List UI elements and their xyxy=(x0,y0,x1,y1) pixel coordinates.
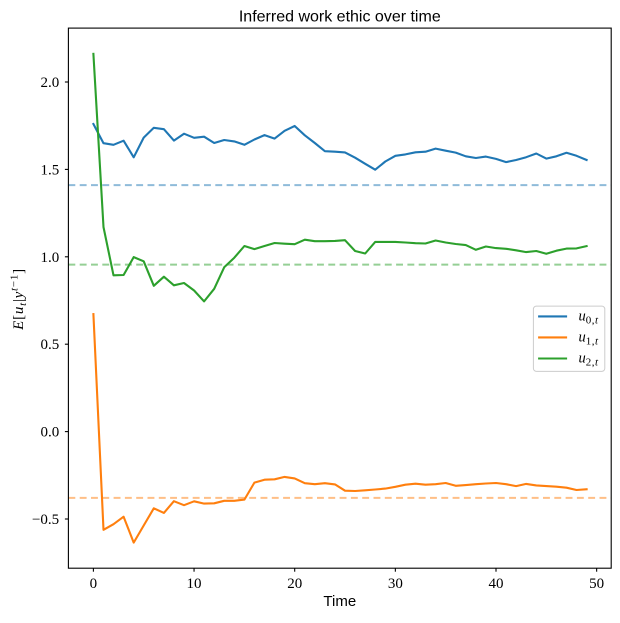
svg-text:50: 50 xyxy=(589,576,604,592)
svg-text:40: 40 xyxy=(489,576,504,592)
svg-text:u0,t: u0,t xyxy=(579,309,600,327)
svg-text:Time: Time xyxy=(323,593,356,610)
svg-text:0: 0 xyxy=(90,576,98,592)
svg-text:0.0: 0.0 xyxy=(40,425,59,441)
svg-text:−0.5: −0.5 xyxy=(32,512,59,528)
svg-text:u1,t: u1,t xyxy=(579,330,600,348)
svg-text:u2,t: u2,t xyxy=(579,351,600,369)
svg-text:2.0: 2.0 xyxy=(40,75,59,91)
svg-text:10: 10 xyxy=(187,576,202,592)
svg-text:E[ut|yt−1]: E[ut|yt−1] xyxy=(9,268,30,331)
svg-text:Inferred work ethic over time: Inferred work ethic over time xyxy=(239,9,441,26)
svg-text:0.5: 0.5 xyxy=(40,337,59,353)
svg-text:20: 20 xyxy=(287,576,302,592)
svg-text:1.0: 1.0 xyxy=(40,250,59,266)
svg-text:1.5: 1.5 xyxy=(40,162,59,178)
svg-text:30: 30 xyxy=(388,576,403,592)
